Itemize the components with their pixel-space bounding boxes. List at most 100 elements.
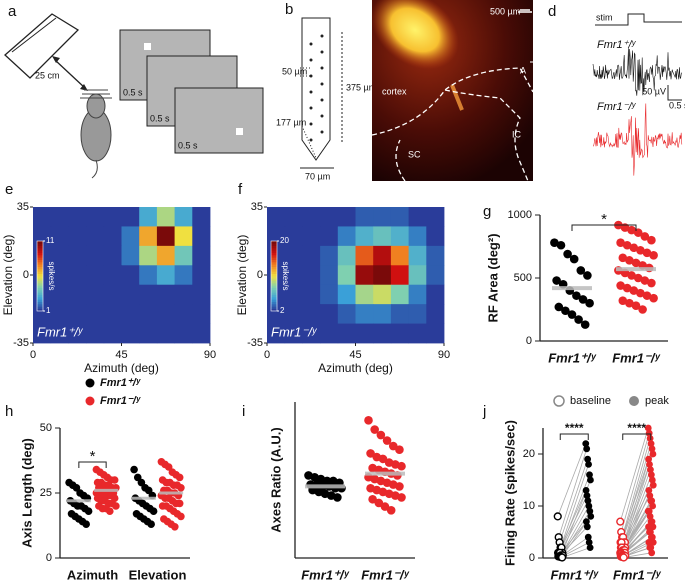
heatmap-cell — [426, 304, 445, 324]
data-point — [616, 238, 625, 248]
data-point — [576, 266, 586, 275]
data-point — [370, 425, 379, 434]
data-point — [622, 240, 632, 250]
colorbar-step — [271, 252, 277, 256]
colorbar-step — [271, 273, 277, 277]
data-point — [171, 523, 179, 531]
pair-connector — [559, 500, 589, 553]
y-tick-label: -35 — [247, 337, 263, 349]
colorbar-step — [37, 299, 43, 302]
data-point — [583, 271, 592, 280]
legend-marker — [553, 395, 565, 407]
heatmap-cell — [103, 226, 122, 247]
heatmap-cell — [390, 245, 409, 266]
data-point — [647, 278, 656, 288]
colorbar-step — [271, 285, 277, 288]
heatmap-cell — [103, 207, 122, 227]
data-point — [382, 436, 392, 445]
colorbar-step — [271, 280, 277, 284]
pair-connector — [558, 495, 588, 553]
heatmap-cell — [373, 245, 392, 266]
colorbar-step — [37, 278, 43, 281]
data-point — [583, 523, 591, 531]
data-point — [647, 466, 654, 473]
data-point — [386, 505, 396, 515]
data-point — [106, 507, 114, 515]
heatmap-cell — [302, 245, 321, 266]
heatmap-cell — [373, 284, 392, 305]
colorbar-label: spikes/s — [281, 262, 290, 291]
y-tick-label: -35 — [13, 337, 29, 349]
data-point — [563, 249, 572, 259]
heatmap-cell — [284, 323, 303, 344]
colorbar-step — [37, 283, 43, 286]
y-tick-label: 35 — [251, 201, 263, 213]
data-point — [149, 507, 158, 515]
heatmap-cell — [408, 284, 427, 305]
y-tick-label: 10 — [523, 500, 535, 512]
heatmap-cell — [284, 226, 303, 247]
legend-label: baseline — [570, 395, 611, 407]
significance-label: * — [601, 211, 607, 228]
duration-label: 0.5 s — [178, 140, 198, 150]
data-point — [618, 296, 628, 305]
heatmap-cell — [121, 323, 140, 344]
data-point — [585, 539, 593, 546]
colorbar-step — [271, 255, 277, 258]
heatmap-cell — [68, 323, 87, 344]
heatmap-cell — [68, 304, 87, 324]
legend-marker — [85, 378, 95, 388]
data-point — [586, 471, 593, 479]
data-point — [646, 461, 653, 468]
data-point — [578, 295, 588, 304]
colorbar-step — [37, 280, 43, 284]
colorbar-step — [271, 241, 277, 244]
heatmap-cell — [284, 304, 303, 324]
region-label: SC — [408, 149, 421, 159]
x-axis-label: Azimuth (deg) — [318, 361, 393, 375]
data-point — [584, 497, 592, 505]
colorbar-step — [37, 285, 43, 288]
colorbar-step — [37, 294, 43, 298]
heatmap-cell — [390, 207, 409, 227]
x-tick-label: Fmr1⁺/ʸ — [550, 567, 598, 582]
distance-label: 25 cm — [35, 70, 60, 80]
significance-bracket — [571, 224, 637, 231]
colorbar-step — [271, 297, 277, 300]
legend-label: peak — [645, 395, 669, 407]
histology-image — [371, 0, 546, 182]
x-tick-label: Fmr1⁺/ʸ — [301, 567, 349, 582]
data-point — [648, 445, 656, 453]
heatmap-cell — [390, 323, 409, 344]
scale-label: 50 µV — [642, 86, 666, 96]
x-tick-label: 45 — [349, 349, 361, 361]
heatmap-cell — [337, 207, 356, 227]
significance-bracket — [78, 461, 107, 468]
colorbar-step — [271, 271, 277, 274]
y-tick-label: 0 — [46, 552, 52, 564]
heatmap-cell — [192, 284, 211, 305]
data-point — [177, 512, 185, 521]
colorbar-step — [37, 241, 43, 244]
genotype-label: Fmr1⁺/ʸ — [597, 39, 637, 51]
heatmap-cell — [373, 207, 392, 227]
heatmap-cell — [408, 265, 427, 286]
data-point — [175, 473, 184, 482]
data-point — [580, 320, 590, 329]
legend-marker — [85, 396, 95, 406]
heatmap-cell — [408, 245, 427, 266]
scale-label: 0.5 s — [669, 100, 685, 110]
colorbar-step — [37, 308, 43, 312]
data-point — [584, 533, 592, 541]
heatmap-cell — [337, 284, 356, 305]
heatmap-cell — [139, 226, 158, 247]
heatmap-cell — [426, 265, 445, 286]
y-tick-label: 25 — [40, 487, 52, 499]
heatmap-cell — [68, 265, 87, 286]
data-point — [397, 493, 406, 502]
data-point — [364, 416, 373, 425]
region-label: cortex — [382, 86, 407, 96]
data-point — [649, 481, 657, 489]
heatmap-cell — [121, 207, 140, 227]
heatmap-cell — [302, 323, 321, 344]
